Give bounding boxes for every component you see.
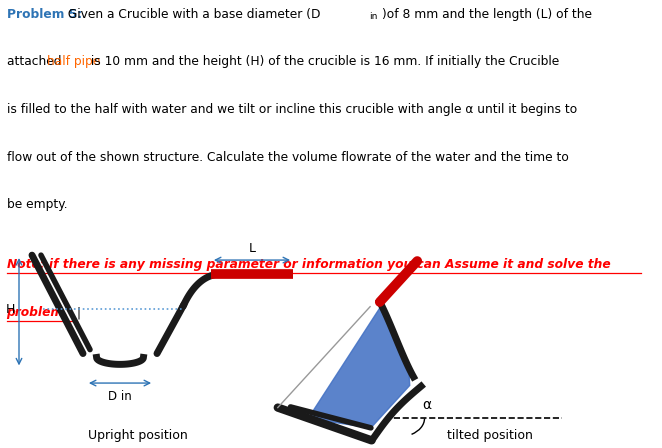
Text: half pipe: half pipe bbox=[48, 55, 101, 68]
Text: in: in bbox=[369, 12, 377, 21]
Text: D in: D in bbox=[108, 390, 132, 403]
Text: Problem 5:: Problem 5: bbox=[7, 8, 82, 21]
Text: tilted position: tilted position bbox=[447, 429, 533, 442]
Text: Upright position: Upright position bbox=[88, 429, 188, 442]
Text: attached: attached bbox=[7, 55, 65, 68]
Text: is 10 mm and the height (H) of the crucible is 16 mm. If initially the Crucible: is 10 mm and the height (H) of the cruci… bbox=[87, 55, 559, 68]
Text: L: L bbox=[248, 242, 256, 255]
Text: )of 8 mm and the length (L) of the: )of 8 mm and the length (L) of the bbox=[381, 8, 592, 21]
Text: be empty.: be empty. bbox=[7, 198, 68, 211]
Text: |: | bbox=[76, 306, 80, 319]
Text: Given a Crucible with a base diameter (D: Given a Crucible with a base diameter (D bbox=[64, 8, 320, 21]
Text: Note: if there is any missing parameter or information you can Assume it and sol: Note: if there is any missing parameter … bbox=[7, 258, 610, 271]
Text: is filled to the half with water and we tilt or incline this crucible with angle: is filled to the half with water and we … bbox=[7, 103, 577, 116]
Text: problem.: problem. bbox=[7, 306, 68, 319]
Polygon shape bbox=[308, 308, 410, 428]
Text: flow out of the shown structure. Calculate the volume flowrate of the water and : flow out of the shown structure. Calcula… bbox=[7, 151, 569, 164]
Text: H: H bbox=[5, 303, 15, 316]
Text: α: α bbox=[422, 398, 432, 412]
